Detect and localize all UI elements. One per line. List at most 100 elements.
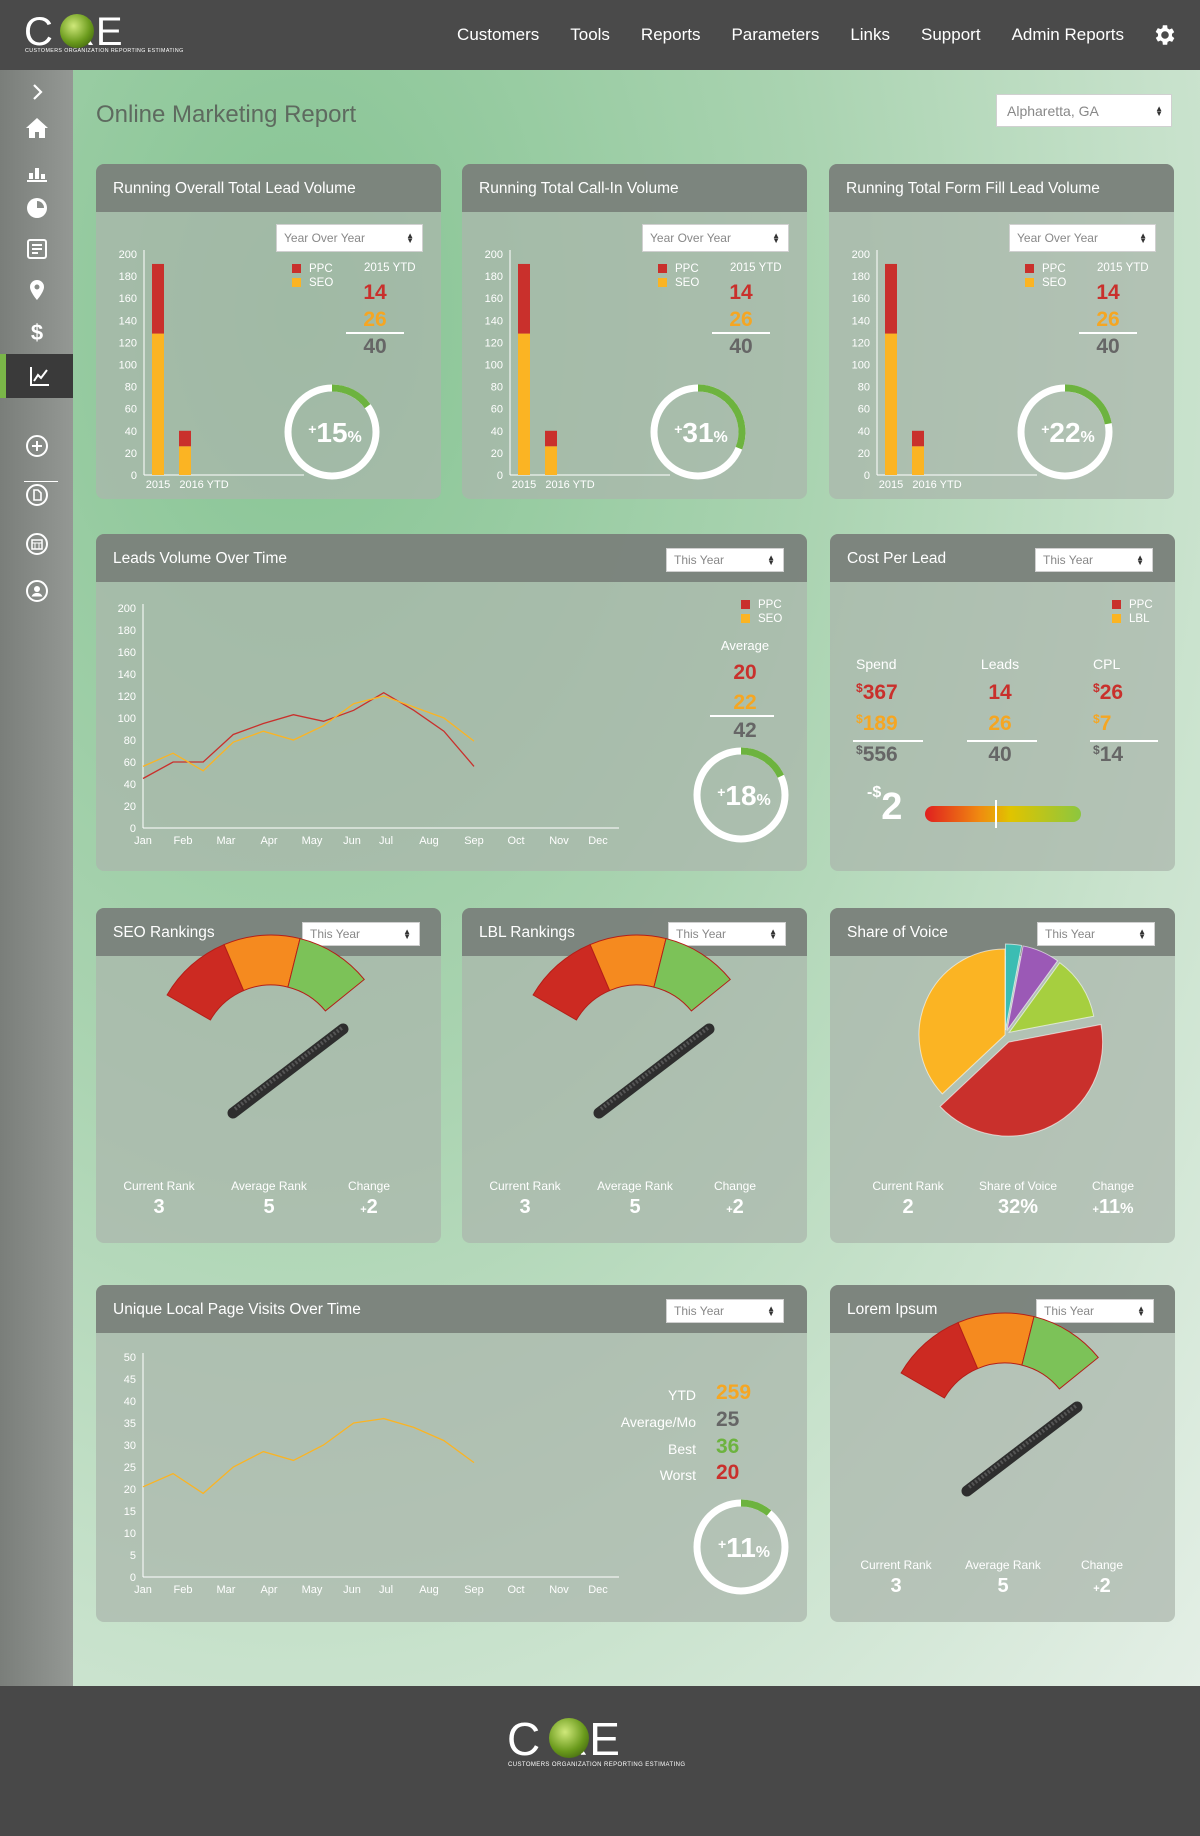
gear-icon[interactable] (1152, 22, 1178, 48)
change-ring-value: +18% (717, 780, 771, 811)
x-tick-label: 2016 YTD (179, 479, 228, 491)
sidebar-home[interactable] (0, 106, 73, 150)
y-tick-label: 140 (119, 315, 137, 327)
x-tick-label: Feb (174, 1584, 193, 1596)
y-tick-label: 80 (124, 735, 136, 747)
ranking-select[interactable]: This Year ▲ ▼ (668, 922, 786, 946)
y-tick-label: 60 (491, 404, 503, 416)
lead-volume-card: Running Total Call-In Volume Year Over Y… (462, 164, 807, 499)
share-of-voice-pie-chart (918, 943, 1104, 1137)
lead-card-select[interactable]: Year Over Year ▲ ▼ (1009, 224, 1156, 252)
ranking-gauge (532, 934, 731, 1119)
sidebar-document[interactable] (0, 473, 73, 517)
change-ring-progress (1064, 384, 1112, 425)
bar-ppc (912, 430, 924, 447)
sidebar-locations[interactable] (0, 268, 73, 312)
sov-share: 32% (997, 1196, 1039, 1218)
bar-seo (179, 446, 191, 475)
lead-card-select[interactable]: Year Over Year ▲ ▼ (276, 224, 423, 252)
cpl-value-spend_ppc: $367 (856, 681, 898, 704)
nav-tools[interactable]: Tools (570, 25, 610, 44)
lead-volume-bar-chart: 0 20 40 60 80 100 120 140 160 180 200 2015 2016 YTD (119, 249, 304, 491)
page-visits-select[interactable]: This Year ▲ ▼ (666, 1299, 784, 1323)
average-rank-label: Average Rank (597, 1179, 673, 1193)
nav-support[interactable]: Support (921, 25, 981, 44)
y-tick-label: 60 (124, 757, 136, 769)
lorem-ipsum-select[interactable]: This Year ▲ ▼ (1036, 1299, 1154, 1323)
y-tick-label: 20 (124, 1484, 136, 1496)
ytd-label: 2015 YTD (1097, 262, 1149, 274)
x-tick-label: 2016 YTD (912, 479, 961, 491)
sov-change: +11% (1092, 1196, 1134, 1218)
change-ring-progress (740, 747, 784, 778)
x-tick-label: May (302, 1584, 323, 1596)
sidebar-pie-chart[interactable] (0, 186, 73, 230)
sidebar-calendar[interactable] (0, 522, 73, 566)
sidebar-users[interactable] (0, 569, 73, 613)
ranking-title: SEO Rankings (113, 924, 215, 941)
sidebar-expand[interactable] (0, 70, 73, 114)
bar-ppc (179, 430, 191, 447)
nav-customers[interactable]: Customers (457, 25, 540, 44)
lead-volume-bar-chart: 0 20 40 60 80 100 120 140 160 180 200 2015 2016 YTD (485, 249, 670, 491)
page-title: Online Marketing Report (96, 101, 357, 128)
sidebar-finance[interactable]: $ (0, 310, 73, 354)
y-tick-label: 60 (858, 404, 870, 416)
ranking-gauge (166, 934, 365, 1119)
gauge-segment (653, 937, 731, 1012)
y-tick-label: 5 (130, 1550, 136, 1562)
y-tick-label: 140 (485, 315, 503, 327)
ranking-card: LBL Rankings This Year ▲ ▼ Current Rank Av… (462, 908, 807, 1243)
x-tick-label: Jan (134, 1584, 152, 1596)
ytd-label: 2015 YTD (364, 262, 416, 274)
y-tick-label: 0 (497, 470, 503, 482)
avg-mo-label: Average/Mo (620, 1414, 696, 1430)
x-tick-label: Mar (217, 1584, 236, 1596)
leads-volume-select[interactable]: This Year ▲ ▼ (666, 548, 784, 572)
core-logo[interactable]: C RE CUSTOMERS ORGANIZATION REPORTING ES… (24, 12, 183, 56)
cost-per-lead-select[interactable]: This Year ▲ ▼ (1035, 548, 1153, 572)
cpl-value-leads_total: 40 (988, 743, 1012, 766)
cpl-value-cpl_total: $14 (1093, 743, 1124, 766)
sidebar-news[interactable] (0, 227, 73, 271)
y-tick-label: 100 (118, 713, 136, 725)
lorem-l3: Change (1080, 1558, 1124, 1572)
share-of-voice-card: Share of Voice This Year ▲ ▼ Current Rank … (830, 908, 1175, 1243)
current-rank-label: Current Rank (123, 1179, 195, 1193)
page-visits-line-chart: 0 5 10 15 20 25 30 35 40 45 50 Jan Feb Mar Apr May Jun Ju… (124, 1352, 619, 1596)
gauge-segment (1021, 1315, 1099, 1390)
ytd-total: 40 (729, 335, 753, 358)
best-value: 36 (716, 1435, 740, 1458)
location-select[interactable]: Alpharetta, GA ▲ ▼ (996, 94, 1172, 127)
sidebar-add[interactable] (0, 424, 73, 468)
current-rank-label: Current Rank (489, 1179, 561, 1193)
nav-reports[interactable]: Reports (640, 25, 701, 44)
lorem-ipsum-title: Lorem Ipsum (847, 1301, 938, 1318)
x-tick-label: Jun (343, 1584, 361, 1596)
lead-card-select[interactable]: Year Over Year ▲ ▼ (642, 224, 789, 252)
ranking-select[interactable]: This Year ▲ ▼ (302, 922, 420, 946)
leads-label: Leads (980, 656, 1020, 672)
nav-links[interactable]: Links (850, 25, 891, 44)
y-tick-label: 10 (124, 1528, 136, 1540)
y-tick-label: 35 (124, 1418, 136, 1430)
sidebar-reports-active[interactable] (0, 354, 73, 398)
nav-admin-reports[interactable]: Admin Reports (1011, 25, 1124, 44)
y-tick-label: 40 (124, 779, 136, 791)
y-tick-label: 100 (485, 360, 503, 372)
bar-seo (545, 446, 557, 475)
nav-parameters[interactable]: Parameters (731, 25, 820, 44)
x-tick-label: Jul (379, 1584, 393, 1596)
lorem-ipsum-gauge (900, 1312, 1099, 1497)
x-tick-label: Jul (379, 835, 393, 847)
share-of-voice-select[interactable]: This Year ▲ ▼ (1037, 922, 1155, 946)
lead-card-title: Running Overall Total Lead Volume (113, 180, 356, 197)
ytd-ppc: 14 (729, 281, 753, 304)
ytd-seo: 26 (1096, 308, 1120, 331)
y-tick-label: 40 (124, 1396, 136, 1408)
y-tick-label: 120 (852, 337, 870, 349)
page-visits-title: Unique Local Page Visits Over Time (113, 1301, 361, 1318)
y-tick-label: 140 (852, 315, 870, 327)
ytd-value: 259 (716, 1381, 752, 1404)
sidebar-bar-chart[interactable] (0, 150, 73, 194)
